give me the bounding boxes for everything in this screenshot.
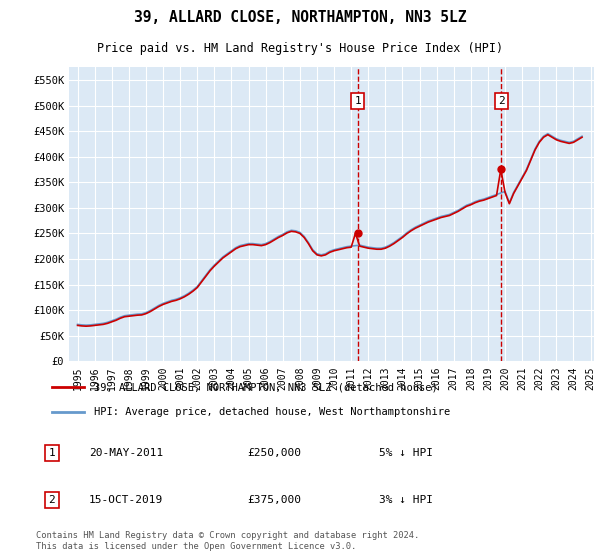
Text: 3% ↓ HPI: 3% ↓ HPI: [379, 495, 433, 505]
Text: Price paid vs. HM Land Registry's House Price Index (HPI): Price paid vs. HM Land Registry's House …: [97, 41, 503, 55]
Text: Contains HM Land Registry data © Crown copyright and database right 2024.
This d: Contains HM Land Registry data © Crown c…: [36, 531, 419, 551]
Text: 2: 2: [498, 96, 505, 106]
Text: 5% ↓ HPI: 5% ↓ HPI: [379, 448, 433, 458]
Text: 20-MAY-2011: 20-MAY-2011: [89, 448, 163, 458]
Text: HPI: Average price, detached house, West Northamptonshire: HPI: Average price, detached house, West…: [94, 407, 451, 417]
Text: 1: 1: [49, 448, 55, 458]
Text: £375,000: £375,000: [247, 495, 301, 505]
Text: 39, ALLARD CLOSE, NORTHAMPTON, NN3 5LZ (detached house): 39, ALLARD CLOSE, NORTHAMPTON, NN3 5LZ (…: [94, 382, 438, 393]
Text: 39, ALLARD CLOSE, NORTHAMPTON, NN3 5LZ: 39, ALLARD CLOSE, NORTHAMPTON, NN3 5LZ: [134, 10, 466, 25]
Text: 15-OCT-2019: 15-OCT-2019: [89, 495, 163, 505]
Text: 2: 2: [49, 495, 55, 505]
Text: 1: 1: [354, 96, 361, 106]
Text: £250,000: £250,000: [247, 448, 301, 458]
